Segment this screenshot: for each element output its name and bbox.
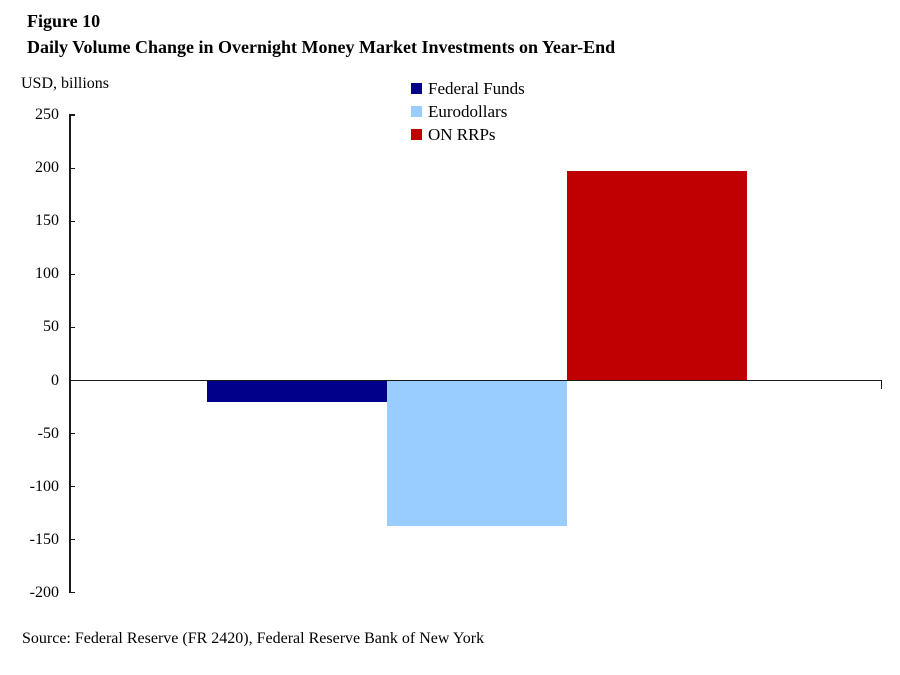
legend-item-on-rrps: ON RRPs — [411, 123, 525, 146]
bar-federal-funds — [207, 380, 387, 402]
y-axis-tick — [69, 273, 75, 276]
figure-label: Figure 10 — [27, 11, 101, 31]
y-axis-tick — [69, 591, 75, 594]
y-axis-unit-label: USD, billions — [21, 75, 110, 92]
legend-item-label: ON RRPs — [428, 124, 496, 144]
y-axis-tick — [69, 167, 75, 170]
source-note: Source: Federal Reserve (FR 2420), Feder… — [22, 630, 485, 647]
figure-title: Daily Volume Change in Overnight Money M… — [27, 37, 616, 57]
eurodollars-swatch-icon — [411, 106, 422, 117]
bar-eurodollars — [387, 380, 567, 526]
federal-funds-swatch-icon — [411, 83, 422, 94]
y-axis-tick-label: 50 — [43, 318, 59, 336]
bar-on-rrps — [567, 171, 747, 381]
y-axis-tick-label: -150 — [29, 530, 59, 548]
y-axis-tick — [69, 114, 75, 116]
y-axis-tick — [69, 432, 75, 435]
x-axis-end-tick — [880, 380, 882, 389]
y-axis-tick — [69, 485, 75, 488]
y-axis-tick-label: 250 — [35, 106, 59, 124]
y-axis-tick-label: -200 — [29, 583, 59, 601]
on-rrps-swatch-icon — [411, 129, 422, 140]
y-axis-tick-label: -50 — [37, 424, 59, 442]
y-axis-tick — [69, 326, 75, 329]
y-axis-tick-label: 150 — [35, 212, 59, 230]
y-axis-tick-label: 200 — [35, 159, 59, 177]
chart-legend: Federal Funds Eurodollars ON RRPs — [411, 77, 525, 146]
y-axis-tick — [69, 538, 75, 541]
legend-item-label: Eurodollars — [428, 101, 508, 121]
y-axis-line — [69, 115, 71, 593]
legend-item-eurodollars: Eurodollars — [411, 100, 525, 123]
zero-baseline — [70, 379, 882, 382]
y-axis-tick — [69, 220, 75, 223]
figure-title-block: Figure 10 Daily Volume Change in Overnig… — [27, 8, 615, 60]
y-axis-tick-label: 100 — [35, 265, 59, 283]
y-axis-tick-label: 0 — [51, 371, 59, 389]
legend-item-federal-funds: Federal Funds — [411, 77, 525, 100]
y-axis-tick-label: -100 — [29, 477, 59, 495]
legend-item-label: Federal Funds — [428, 78, 525, 98]
